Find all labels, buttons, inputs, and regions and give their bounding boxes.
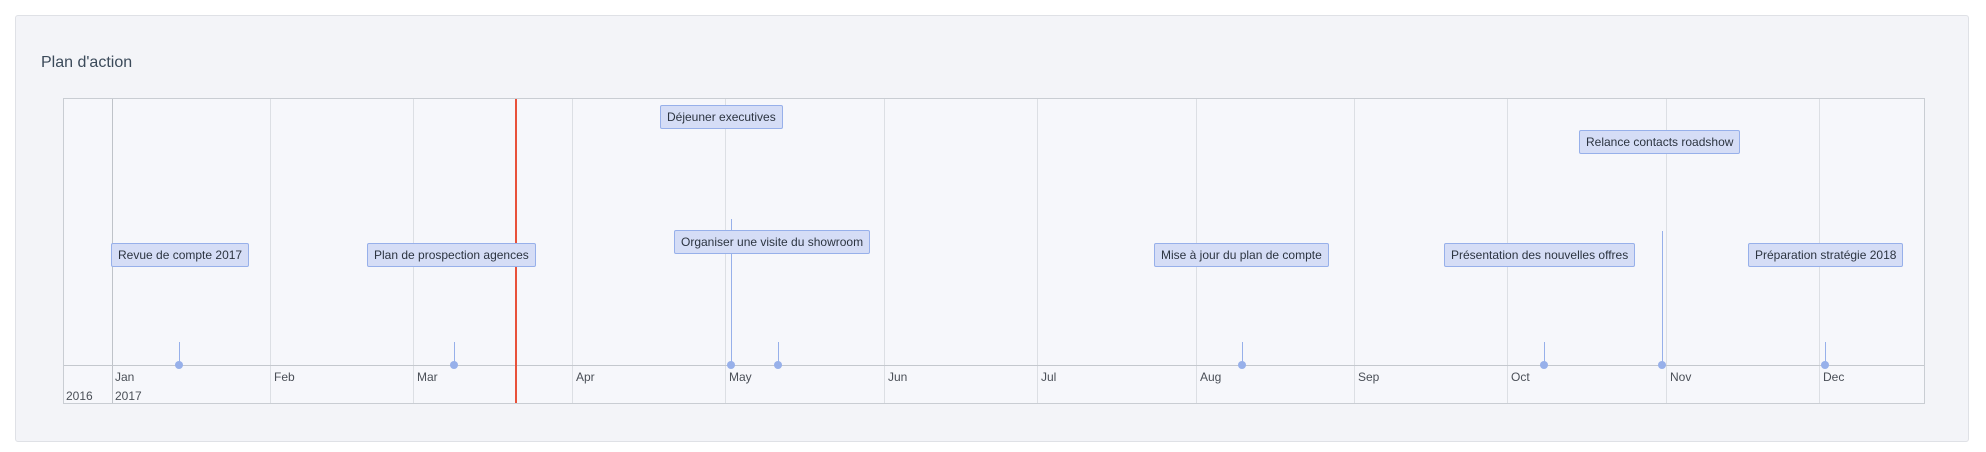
event-stem bbox=[778, 342, 779, 365]
event-item[interactable]: Mise à jour du plan de compte bbox=[1154, 243, 1329, 267]
event-item[interactable]: Organiser une visite du showroom bbox=[674, 230, 871, 254]
year-label-2016: 2016 bbox=[66, 389, 93, 403]
event-dot[interactable] bbox=[1658, 361, 1666, 369]
month-label-oct: Oct bbox=[1511, 370, 1530, 384]
event-item[interactable]: Relance contacts roadshow bbox=[1579, 130, 1741, 154]
time-axis bbox=[64, 365, 1924, 366]
month-label-may: May bbox=[729, 370, 752, 384]
month-label-feb: Feb bbox=[274, 370, 295, 384]
event-stem bbox=[731, 219, 732, 365]
grid-line-sep bbox=[1354, 99, 1355, 403]
month-label-mar: Mar bbox=[417, 370, 438, 384]
grid-line-apr bbox=[572, 99, 573, 403]
timeline[interactable]: Jan Feb Mar Apr May Jun Jul Aug Sep Oct … bbox=[63, 98, 1925, 404]
event-stem bbox=[1544, 342, 1545, 365]
event-dot[interactable] bbox=[1238, 361, 1246, 369]
month-label-jul: Jul bbox=[1041, 370, 1057, 384]
event-dot[interactable] bbox=[1821, 361, 1829, 369]
month-label-apr: Apr bbox=[576, 370, 595, 384]
event-dot[interactable] bbox=[774, 361, 782, 369]
event-stem bbox=[1825, 342, 1826, 365]
month-label-dec: Dec bbox=[1823, 370, 1845, 384]
panel-title: Plan d'action bbox=[41, 54, 133, 71]
event-stem bbox=[454, 342, 455, 365]
event-item[interactable]: Déjeuner executives bbox=[660, 105, 783, 129]
grid-line-jun bbox=[884, 99, 885, 403]
event-item[interactable]: Présentation des nouvelles offres bbox=[1444, 243, 1636, 267]
month-label-sep: Sep bbox=[1358, 370, 1380, 384]
event-dot[interactable] bbox=[450, 361, 458, 369]
event-stem bbox=[1662, 231, 1663, 365]
event-dot[interactable] bbox=[1540, 361, 1548, 369]
year-label-2017: 2017 bbox=[115, 389, 142, 403]
month-label-jun: Jun bbox=[888, 370, 908, 384]
event-stem bbox=[1242, 342, 1243, 365]
month-label-aug: Aug bbox=[1200, 370, 1222, 384]
event-item[interactable]: Préparation stratégie 2018 bbox=[1748, 243, 1904, 267]
event-item[interactable]: Plan de prospection agences bbox=[367, 243, 536, 267]
grid-line-jul bbox=[1037, 99, 1038, 403]
event-dot[interactable] bbox=[175, 361, 183, 369]
month-label-nov: Nov bbox=[1670, 370, 1692, 384]
grid-line-feb bbox=[270, 99, 271, 403]
event-dot[interactable] bbox=[727, 361, 735, 369]
event-stem bbox=[179, 342, 180, 365]
month-label-jan: Jan bbox=[115, 370, 135, 384]
grid-line-nov bbox=[1666, 99, 1667, 403]
event-item[interactable]: Revue de compte 2017 bbox=[111, 243, 250, 267]
